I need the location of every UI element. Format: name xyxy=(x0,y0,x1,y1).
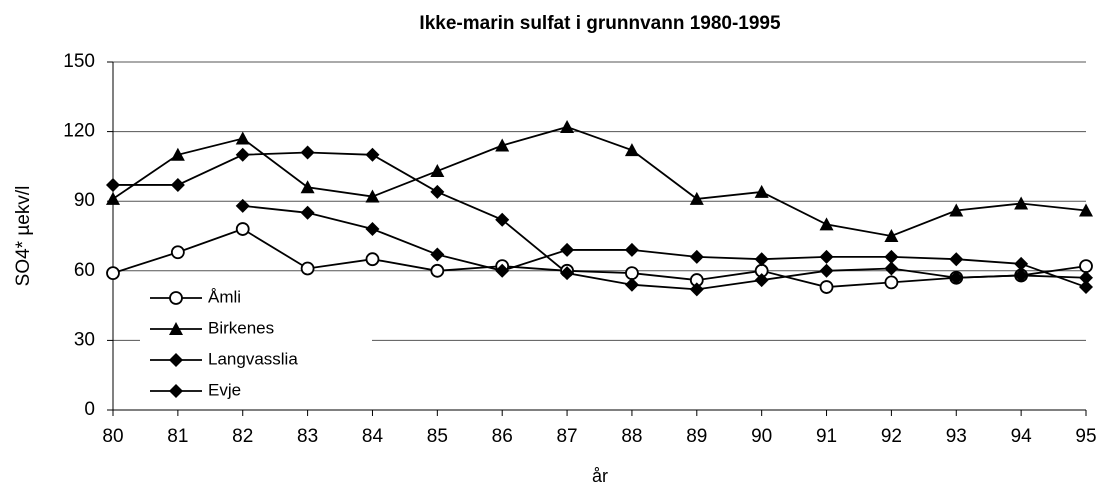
marker xyxy=(106,177,120,192)
marker xyxy=(365,147,380,162)
marker xyxy=(106,191,120,205)
marker xyxy=(949,270,964,285)
legend-label: Åmli xyxy=(208,287,241,306)
marker xyxy=(169,322,183,335)
marker xyxy=(1014,196,1029,210)
x-tick-label: 93 xyxy=(946,426,967,447)
marker xyxy=(884,249,899,264)
marker xyxy=(1079,259,1093,274)
marker xyxy=(819,280,834,294)
marker xyxy=(1079,203,1093,217)
chart-title: Ikke-marin sulfat i grunnvann 1980-1995 xyxy=(419,13,781,34)
x-tick-label: 84 xyxy=(362,426,384,447)
marker xyxy=(300,145,315,160)
marker xyxy=(1014,268,1029,283)
legend-label: Evje xyxy=(208,380,241,399)
series-line xyxy=(112,228,1087,288)
y-tick-label: 90 xyxy=(74,190,95,211)
marker xyxy=(169,353,183,367)
marker xyxy=(170,245,185,260)
marker xyxy=(949,252,964,267)
x-tick-label: 95 xyxy=(1075,426,1096,447)
marker xyxy=(624,242,639,257)
legend-label: Langvasslia xyxy=(208,349,298,368)
marker xyxy=(1079,270,1093,285)
legend: Åmli Birkenes Langvasslia Evje xyxy=(140,280,372,408)
marker xyxy=(884,275,899,290)
marker xyxy=(300,205,315,220)
x-tick-label: 86 xyxy=(492,426,513,447)
x-tick-label: 83 xyxy=(297,426,318,447)
marker xyxy=(560,266,575,281)
marker xyxy=(754,252,769,267)
y-tick-label: 60 xyxy=(74,260,95,281)
x-tick-label: 82 xyxy=(232,426,253,447)
y-tick-label: 30 xyxy=(74,329,95,350)
marker xyxy=(430,164,445,178)
marker xyxy=(819,263,834,278)
marker xyxy=(235,222,250,236)
series-line xyxy=(112,126,1087,237)
marker xyxy=(169,291,183,305)
marker xyxy=(170,147,185,161)
x-tick-label: 81 xyxy=(167,426,188,447)
x-tick-label: 91 xyxy=(816,426,837,447)
series-line xyxy=(113,151,1087,291)
marker xyxy=(754,273,769,288)
marker xyxy=(495,138,510,152)
marker xyxy=(1014,256,1029,271)
marker xyxy=(1079,280,1093,295)
marker xyxy=(169,384,183,398)
marker xyxy=(624,277,639,292)
legend-label: Birkenes xyxy=(208,318,274,337)
marker xyxy=(884,261,899,276)
x-axis-label: år xyxy=(592,466,608,486)
marker xyxy=(624,143,639,157)
marker xyxy=(300,180,315,194)
marker xyxy=(430,263,445,278)
x-tick-label: 85 xyxy=(427,426,448,447)
x-tick-label: 89 xyxy=(686,426,707,447)
marker xyxy=(625,266,639,281)
marker xyxy=(300,261,315,276)
marker xyxy=(106,266,120,281)
y-tick-label: 150 xyxy=(63,51,95,72)
x-tick-label: 94 xyxy=(1011,426,1033,447)
marker xyxy=(365,252,380,267)
marker xyxy=(819,217,834,231)
marker xyxy=(170,177,185,192)
marker xyxy=(949,203,964,217)
marker xyxy=(560,242,575,257)
x-tick-label: 87 xyxy=(556,426,577,447)
marker xyxy=(495,263,510,278)
marker xyxy=(430,247,445,262)
marker xyxy=(235,198,250,213)
marker xyxy=(235,147,250,162)
marker xyxy=(689,282,704,297)
y-tick-label: 120 xyxy=(63,121,95,142)
marker xyxy=(365,222,380,237)
x-tick-label: 80 xyxy=(102,426,123,447)
marker xyxy=(689,249,704,264)
marker xyxy=(560,119,575,133)
x-tick-label: 92 xyxy=(881,426,902,447)
y-axis-label: SO4* µekv/l xyxy=(13,186,34,287)
marker xyxy=(884,229,899,242)
marker xyxy=(365,189,380,203)
marker xyxy=(235,131,250,145)
marker xyxy=(430,184,445,199)
series-line xyxy=(242,204,1087,288)
x-tick-label: 88 xyxy=(621,426,642,447)
y-tick-label: 0 xyxy=(84,399,95,420)
marker xyxy=(754,184,769,198)
x-tick-label: 90 xyxy=(751,426,772,447)
marker xyxy=(819,249,834,264)
marker xyxy=(495,212,510,227)
marker xyxy=(689,191,704,205)
